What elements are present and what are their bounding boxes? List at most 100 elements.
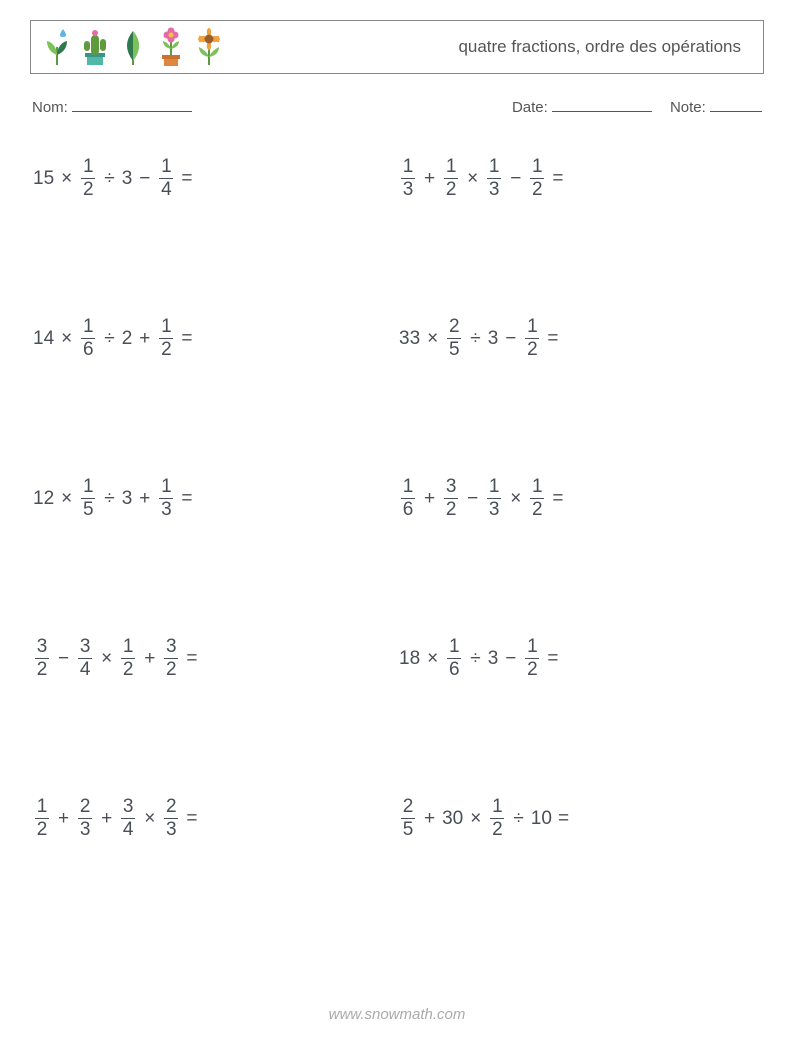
nom-label-text: Nom: <box>32 99 68 116</box>
numerator: 1 <box>161 317 172 338</box>
note-blank[interactable] <box>710 96 762 112</box>
fraction: 12 <box>527 477 547 520</box>
denominator: 3 <box>401 178 415 200</box>
operator: + <box>418 488 441 510</box>
numerator: 2 <box>166 797 177 818</box>
denominator: 6 <box>81 338 95 360</box>
operator: × <box>55 488 78 510</box>
operator: + <box>418 168 441 190</box>
fraction: 13 <box>484 157 504 200</box>
denominator: 2 <box>525 658 539 680</box>
fraction: 14 <box>156 157 176 200</box>
denominator: 2 <box>121 658 135 680</box>
nom-label: Nom: <box>32 96 192 116</box>
fraction: 12 <box>522 317 542 360</box>
fraction: 25 <box>398 797 418 840</box>
cactus-pot-icon <box>79 27 111 67</box>
operator: × <box>421 648 444 670</box>
denominator: 4 <box>78 658 92 680</box>
operator: − <box>133 168 156 190</box>
fraction: 13 <box>484 477 504 520</box>
integer: 15 <box>32 168 55 190</box>
operator: + <box>95 808 118 830</box>
operator: × <box>421 328 444 350</box>
operator: ÷ <box>464 648 486 670</box>
denominator: 2 <box>444 178 458 200</box>
integer: 3 <box>487 328 500 350</box>
denominator: 5 <box>81 498 95 520</box>
operator: × <box>461 168 484 190</box>
operator: + <box>133 328 156 350</box>
problem-6: 16+32−13×12= <box>398 474 764 524</box>
numerator: 2 <box>449 317 460 338</box>
operator: − <box>461 488 484 510</box>
denominator: 3 <box>159 498 173 520</box>
numerator: 1 <box>449 637 460 658</box>
denominator: 3 <box>487 498 501 520</box>
equals: = <box>553 808 569 830</box>
fraction: 12 <box>156 317 176 360</box>
denominator: 5 <box>447 338 461 360</box>
numerator: 3 <box>123 797 134 818</box>
operator: + <box>52 808 75 830</box>
equals: = <box>181 808 197 830</box>
fraction: 34 <box>118 797 138 840</box>
denominator: 4 <box>159 178 173 200</box>
fraction: 32 <box>441 477 461 520</box>
fraction: 12 <box>527 157 547 200</box>
worksheet-title: quatre fractions, ordre des opérations <box>225 37 753 57</box>
denominator: 3 <box>78 818 92 840</box>
leaf-icon <box>117 27 149 67</box>
nom-blank[interactable] <box>72 96 192 112</box>
date-label-text: Date: <box>512 99 548 116</box>
equals: = <box>542 328 558 350</box>
denominator: 2 <box>530 178 544 200</box>
equals: = <box>542 648 558 670</box>
operator: − <box>499 328 522 350</box>
integer: 3 <box>487 648 500 670</box>
worksheet-header: quatre fractions, ordre des opérations <box>30 20 764 74</box>
numerator: 1 <box>532 157 543 178</box>
fraction: 32 <box>161 637 181 680</box>
denominator: 2 <box>35 658 49 680</box>
denominator: 4 <box>121 818 135 840</box>
fraction: 16 <box>398 477 418 520</box>
problem-3: 14×16÷2+12= <box>32 314 398 364</box>
meta-row: Nom: Date: Note: <box>30 96 764 116</box>
operator: − <box>504 168 527 190</box>
denominator: 2 <box>159 338 173 360</box>
numerator: 1 <box>37 797 48 818</box>
date-blank[interactable] <box>552 96 652 112</box>
integer: 30 <box>441 808 464 830</box>
equals: = <box>547 488 563 510</box>
fraction: 23 <box>75 797 95 840</box>
note-label: Note: <box>670 96 762 116</box>
numerator: 2 <box>80 797 91 818</box>
fraction: 13 <box>398 157 418 200</box>
fraction: 12 <box>78 157 98 200</box>
denominator: 2 <box>81 178 95 200</box>
integer: 14 <box>32 328 55 350</box>
note-label-text: Note: <box>670 99 706 116</box>
fraction: 16 <box>78 317 98 360</box>
denominator: 2 <box>444 498 458 520</box>
integer: 18 <box>398 648 421 670</box>
denominator: 3 <box>487 178 501 200</box>
numerator: 1 <box>161 477 172 498</box>
numerator: 1 <box>489 157 500 178</box>
footer-link[interactable]: www.snowmath.com <box>0 1006 794 1023</box>
fraction: 25 <box>444 317 464 360</box>
integer: 10 <box>530 808 553 830</box>
numerator: 1 <box>161 157 172 178</box>
numerator: 3 <box>80 637 91 658</box>
problem-1: 15×12÷3−14= <box>32 154 398 204</box>
equals: = <box>176 488 192 510</box>
operator: ÷ <box>98 488 120 510</box>
numerator: 1 <box>403 157 414 178</box>
numerator: 3 <box>166 637 177 658</box>
integer: 2 <box>121 328 134 350</box>
integer: 33 <box>398 328 421 350</box>
flower-pot-icon <box>155 27 187 67</box>
numerator: 3 <box>37 637 48 658</box>
operator: × <box>464 808 487 830</box>
